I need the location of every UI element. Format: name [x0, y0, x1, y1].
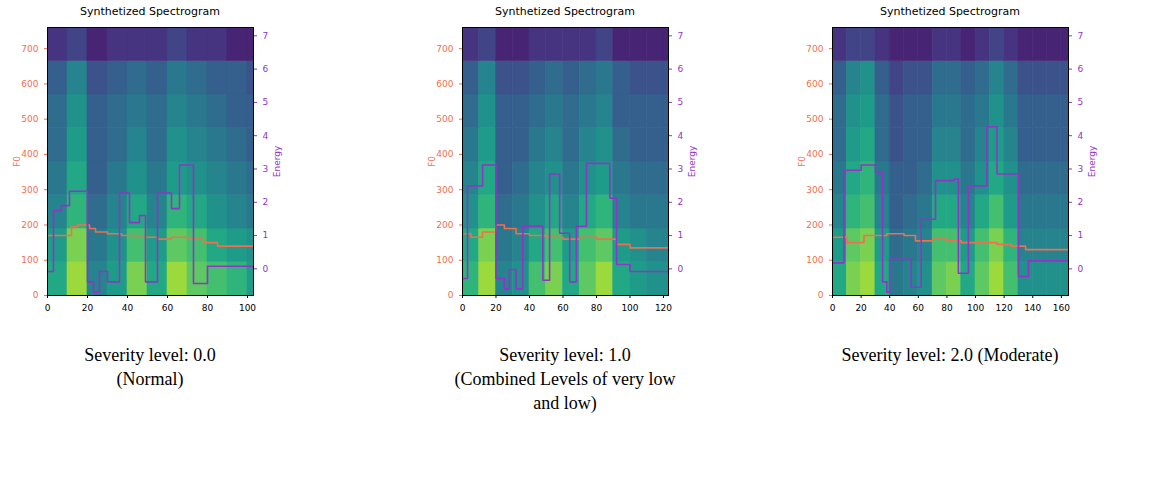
svg-text:0: 0	[830, 303, 836, 313]
svg-text:0: 0	[33, 290, 39, 300]
svg-text:Energy: Energy	[272, 145, 282, 177]
svg-text:1: 1	[1078, 230, 1084, 240]
svg-text:3: 3	[263, 164, 269, 174]
svg-text:100: 100	[967, 303, 984, 313]
svg-text:80: 80	[941, 303, 953, 313]
svg-text:20: 20	[490, 303, 502, 313]
svg-text:500: 500	[436, 114, 453, 124]
html-text:and low): and low)	[533, 393, 597, 413]
svg-text:100: 100	[436, 255, 453, 265]
svg-text:2: 2	[678, 197, 684, 207]
svg-text:5: 5	[263, 97, 269, 107]
svg-text:4: 4	[1078, 131, 1084, 141]
svg-text:700: 700	[21, 44, 38, 54]
svg-text:7: 7	[1078, 31, 1084, 41]
svg-text:300: 300	[806, 185, 823, 195]
html-text:(Combined Levels of very low: (Combined Levels of very low	[454, 369, 676, 389]
svg-text:300: 300	[21, 185, 38, 195]
svg-text:6: 6	[678, 64, 684, 74]
svg-text:F0: F0	[427, 156, 437, 167]
svg-text:1: 1	[263, 230, 269, 240]
svg-text:0: 0	[45, 303, 51, 313]
svg-text:20: 20	[82, 303, 94, 313]
svg-text:7: 7	[678, 31, 684, 41]
html-text:Synthetized Spectrogram: Synthetized Spectrogram	[880, 5, 1020, 18]
svg-text:4: 4	[263, 131, 269, 141]
svg-text:200: 200	[21, 220, 38, 230]
svg-text:80: 80	[202, 303, 214, 313]
svg-text:500: 500	[806, 114, 823, 124]
svg-text:2: 2	[1078, 197, 1084, 207]
svg-text:400: 400	[806, 149, 823, 159]
svg-text:20: 20	[855, 303, 867, 313]
svg-text:4: 4	[678, 131, 684, 141]
svg-text:120: 120	[996, 303, 1013, 313]
svg-text:200: 200	[436, 220, 453, 230]
svg-text:0: 0	[448, 290, 454, 300]
svg-text:600: 600	[436, 79, 453, 89]
svg-text:6: 6	[1078, 64, 1084, 74]
svg-text:5: 5	[678, 97, 684, 107]
svg-text:6: 6	[263, 64, 269, 74]
html-text:(Normal): (Normal)	[116, 369, 184, 389]
svg-text:60: 60	[162, 303, 174, 313]
html-text:Severity level: 0.0: Severity level: 0.0	[84, 345, 216, 365]
html-text:Severity level: 1.0: Severity level: 1.0	[499, 345, 631, 365]
svg-text:F0: F0	[797, 156, 807, 167]
svg-text:0: 0	[263, 264, 269, 274]
svg-text:300: 300	[436, 185, 453, 195]
svg-text:60: 60	[913, 303, 925, 313]
svg-text:5: 5	[1078, 97, 1084, 107]
svg-text:100: 100	[621, 303, 638, 313]
svg-text:400: 400	[436, 149, 453, 159]
svg-text:0: 0	[460, 303, 466, 313]
svg-text:100: 100	[239, 303, 256, 313]
svg-text:3: 3	[1078, 164, 1084, 174]
svg-text:500: 500	[21, 114, 38, 124]
svg-text:0: 0	[1078, 264, 1084, 274]
svg-text:Energy: Energy	[687, 145, 697, 177]
html-text:Synthetized Spectrogram: Synthetized Spectrogram	[495, 5, 635, 18]
svg-text:1: 1	[678, 230, 684, 240]
svg-text:40: 40	[122, 303, 134, 313]
svg-text:100: 100	[21, 255, 38, 265]
svg-text:600: 600	[806, 79, 823, 89]
svg-text:60: 60	[557, 303, 569, 313]
svg-text:140: 140	[1024, 303, 1041, 313]
svg-text:7: 7	[263, 31, 269, 41]
html-text:Severity level: 2.0 (Moderate): Severity level: 2.0 (Moderate)	[841, 345, 1059, 365]
svg-text:700: 700	[806, 44, 823, 54]
svg-text:700: 700	[436, 44, 453, 54]
svg-text:3: 3	[678, 164, 684, 174]
svg-text:120: 120	[655, 303, 672, 313]
svg-text:2: 2	[263, 197, 269, 207]
html-text:Synthetized Spectrogram: Synthetized Spectrogram	[80, 5, 220, 18]
svg-text:40: 40	[524, 303, 536, 313]
svg-text:0: 0	[818, 290, 824, 300]
svg-text:100: 100	[806, 255, 823, 265]
svg-text:400: 400	[21, 149, 38, 159]
svg-text:200: 200	[806, 220, 823, 230]
svg-text:F0: F0	[12, 156, 22, 167]
svg-text:600: 600	[21, 79, 38, 89]
svg-text:160: 160	[1053, 303, 1070, 313]
svg-text:80: 80	[591, 303, 603, 313]
svg-text:0: 0	[678, 264, 684, 274]
svg-text:40: 40	[884, 303, 896, 313]
svg-text:Energy: Energy	[1087, 145, 1097, 177]
